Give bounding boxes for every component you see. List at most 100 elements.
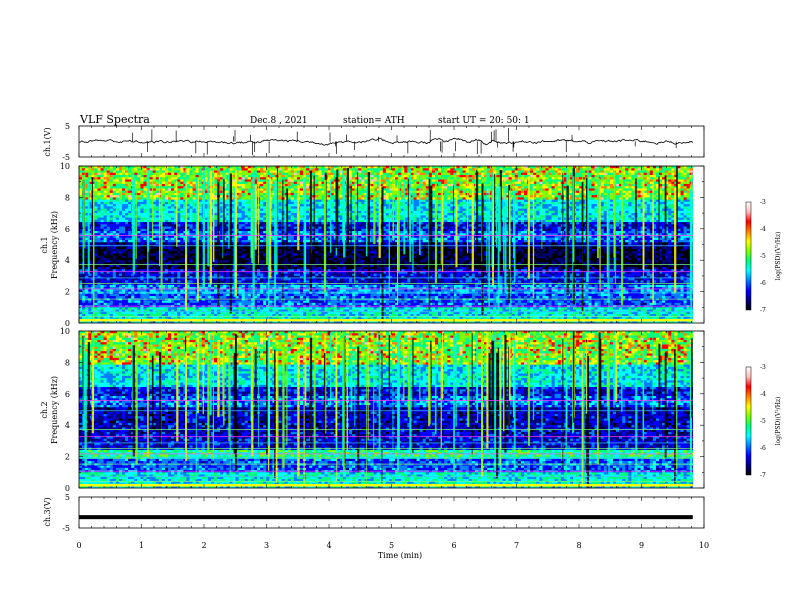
spectrogram-cell: [677, 179, 680, 182]
spectrogram-cell: [156, 200, 159, 203]
spectrogram-cell: [168, 213, 171, 216]
spectrogram-cell: [278, 170, 281, 173]
spectrogram-cell: [472, 179, 475, 182]
spectrogram-cell: [189, 197, 192, 200]
spectrogram-cell: [472, 168, 475, 171]
spectrogram-cell: [631, 173, 634, 176]
spectrogram-cell: [545, 175, 548, 178]
spectrogram-cell: [177, 220, 180, 223]
spectrogram-cell: [447, 173, 450, 176]
spectrogram-cell: [300, 209, 303, 212]
spectrogram-cell: [291, 200, 294, 203]
spectrogram-cell: [168, 206, 171, 209]
spectrogram-cell: [186, 170, 189, 173]
spectrogram-cell: [576, 202, 579, 205]
spectrogram-cell: [647, 168, 650, 171]
spectrogram-cell: [576, 215, 579, 218]
spectrogram-cell: [616, 179, 619, 182]
spectrogram-cell: [199, 220, 202, 223]
spectrogram-cell: [478, 170, 481, 173]
spectrogram-cell: [294, 177, 297, 180]
spectrogram-cell: [94, 206, 97, 209]
spectrogram-cell: [125, 170, 128, 173]
spectrogram-cell: [680, 213, 683, 216]
spectrogram-cell: [260, 209, 263, 212]
spectrogram-cell: [521, 191, 524, 194]
spectrogram-cell: [687, 202, 690, 205]
spectrogram-cell: [361, 197, 364, 200]
spectrogram-cell: [552, 195, 555, 198]
spectrogram-cell: [460, 197, 463, 200]
spectrogram-cell: [456, 186, 459, 189]
spectrogram-cell: [631, 175, 634, 178]
spectrogram-cell: [628, 209, 631, 212]
spectrogram-cell: [582, 170, 585, 173]
spectrogram-cell: [610, 184, 613, 187]
spectrogram-cell: [545, 184, 548, 187]
spectrogram-cell: [291, 215, 294, 218]
spectrogram-cell: [177, 182, 180, 185]
spectrogram-cell: [521, 182, 524, 185]
spectrogram-cell: [460, 188, 463, 191]
spectrogram-cell: [349, 168, 352, 171]
spectrogram-cell: [318, 209, 321, 212]
spectrogram-cell: [404, 170, 407, 173]
spectrogram-cell: [137, 220, 140, 223]
spectrogram-cell: [300, 193, 303, 196]
spectrogram-cell: [447, 213, 450, 216]
spectrogram-cell: [684, 202, 687, 205]
spectrogram-cell: [371, 175, 374, 178]
spectrogram-cell: [438, 179, 441, 182]
spectrogram-cell: [604, 173, 607, 176]
spectrogram-cell: [278, 195, 281, 198]
spectrogram-cell: [536, 173, 539, 176]
spectrogram-cell: [677, 191, 680, 194]
spectrogram-cell: [518, 204, 521, 207]
spectrogram-cell: [361, 206, 364, 209]
spectrogram-cell: [113, 195, 116, 198]
spectrogram-cell: [545, 182, 548, 185]
spectrogram-cell: [104, 197, 107, 200]
spectrogram-cell: [165, 170, 168, 173]
spectrogram-cell: [647, 191, 650, 194]
spectrogram-cell: [119, 170, 122, 173]
spectrogram-cell: [257, 170, 260, 173]
spectrogram-cell: [444, 211, 447, 214]
spectrogram-cell: [177, 204, 180, 207]
spectrogram-cell: [591, 188, 594, 191]
spectrogram-cell: [239, 173, 242, 176]
spectrogram-cell: [278, 184, 281, 187]
spectrogram-cell: [180, 211, 183, 214]
spectrogram-cell: [478, 188, 481, 191]
spectrogram-cell: [413, 177, 416, 180]
spectrogram-cell: [300, 195, 303, 198]
spectrogram-cell: [687, 200, 690, 203]
spectrogram-cell: [257, 179, 260, 182]
spectrogram-cell: [374, 168, 377, 171]
spectrogram-cell: [545, 193, 548, 196]
spectrogram-cell: [453, 182, 456, 185]
spectrogram-cell: [128, 209, 131, 212]
spectrogram-cell: [156, 168, 159, 171]
spectrogram-cell: [156, 193, 159, 196]
spectrogram-cell: [536, 200, 539, 203]
spectrogram-cell: [601, 188, 604, 191]
spectrogram-cell: [647, 186, 650, 189]
spectrogram-cell: [177, 177, 180, 180]
spectrogram-cell: [97, 220, 100, 223]
spectrogram-cell: [180, 191, 183, 194]
spectrogram-cell: [650, 170, 653, 173]
spectrogram-cell: [97, 204, 100, 207]
spectrogram-cell: [435, 179, 438, 182]
spectrogram-cell: [239, 170, 242, 173]
spectrogram-cell: [426, 170, 429, 173]
spectrogram-cell: [601, 173, 604, 176]
spectrogram-cell: [242, 186, 245, 189]
spectrogram-cell: [300, 182, 303, 185]
spectrogram-cell: [656, 170, 659, 173]
spectrogram-cell: [601, 206, 604, 209]
spectrogram-cell: [239, 193, 242, 196]
spectrogram-cell: [447, 184, 450, 187]
spectrogram-cell: [625, 206, 628, 209]
spectrogram-cell: [616, 202, 619, 205]
